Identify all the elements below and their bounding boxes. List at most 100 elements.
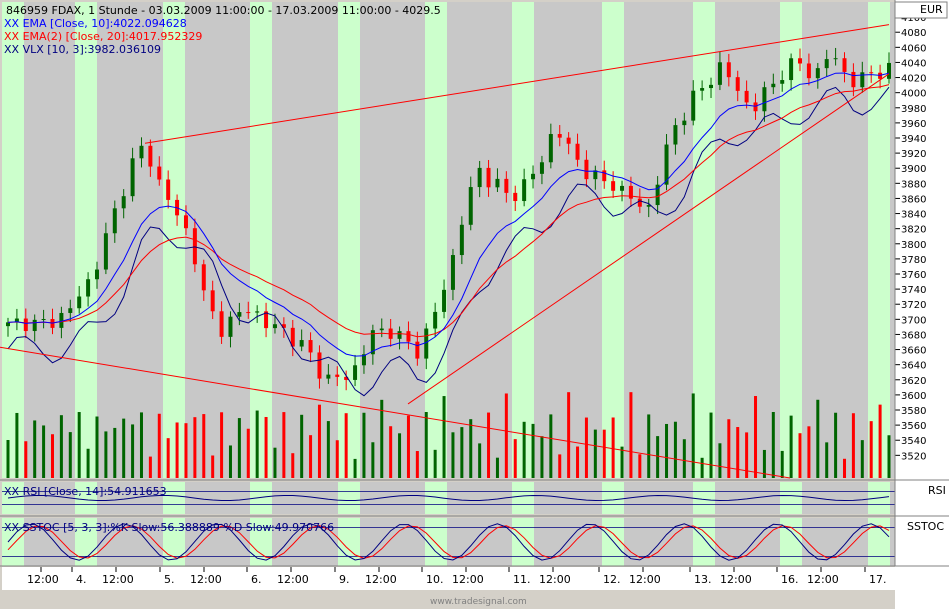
volume-bar	[95, 416, 99, 478]
session-band	[163, 2, 185, 478]
volume-bar	[656, 436, 660, 478]
session-band	[75, 518, 97, 566]
x-tick-label: 11.	[513, 573, 531, 586]
candle-body	[753, 102, 758, 112]
candle-body	[851, 71, 856, 88]
candle-body	[344, 376, 349, 380]
volume-bar	[816, 399, 820, 478]
candle-body	[157, 166, 162, 180]
panel-bg-2	[2, 518, 895, 566]
session-band	[602, 482, 624, 514]
session-band	[2, 482, 24, 514]
candle-body	[504, 178, 509, 193]
candle-body	[522, 179, 527, 202]
volume-bar	[246, 428, 250, 478]
candle-body	[210, 290, 215, 312]
candle-body	[593, 170, 598, 180]
candle-body	[59, 312, 64, 328]
y-tick-label: 3700	[901, 315, 926, 326]
volume-bar	[807, 426, 811, 478]
volume-bar	[691, 393, 695, 478]
session-band	[693, 2, 715, 478]
x-tick-label: 17.	[869, 573, 887, 586]
volume-bar	[68, 432, 72, 478]
candle-body	[709, 84, 714, 89]
legend-ema20[interactable]: XX EMA(2) [Close, 20]:4017.952329	[4, 30, 202, 43]
volume-bar	[513, 439, 517, 478]
sstoc-legend[interactable]: XX SSTOC [5, 3, 3]:%K Slow:56.388889 %D …	[4, 521, 334, 534]
candle-body	[86, 279, 91, 297]
candle-body	[219, 311, 224, 337]
candle-body	[628, 185, 633, 199]
sstoc-axis-label: SSTOC	[907, 520, 944, 533]
candle-body	[112, 208, 117, 234]
volume-bar	[887, 435, 891, 478]
session-band	[512, 2, 534, 478]
volume-bar	[139, 412, 143, 478]
y-tick-label: 4020	[901, 74, 926, 85]
candle-body	[717, 62, 722, 85]
volume-bar	[522, 421, 526, 478]
candle-body	[477, 167, 482, 188]
candle-body	[103, 233, 108, 270]
candle-body	[406, 331, 411, 342]
session-band	[868, 518, 890, 566]
y-tick-label: 3760	[901, 270, 926, 281]
volume-bar	[834, 412, 838, 478]
y-tick-label: 4100	[901, 13, 926, 24]
candle-body	[379, 328, 384, 331]
volume-bar	[255, 410, 259, 478]
volume-bar	[745, 432, 749, 478]
volume-bar	[558, 454, 562, 478]
volume-bar	[42, 425, 46, 478]
volume-bar	[202, 414, 206, 478]
volume-bar	[665, 423, 669, 478]
candle-body	[646, 205, 651, 207]
candle-body	[68, 308, 73, 313]
candle-body	[887, 62, 891, 79]
volume-bar	[531, 423, 535, 478]
y-tick-label: 4040	[901, 58, 926, 69]
volume-bar	[326, 421, 330, 478]
x-tick-label: 12:00	[365, 573, 397, 586]
y-tick-label: 3620	[901, 376, 926, 387]
volume-bar	[736, 427, 740, 478]
volume-bar	[317, 404, 321, 478]
legend-vlx[interactable]: XX VLX [10, 3]:3982.036109	[4, 43, 161, 56]
volume-bar	[549, 414, 553, 478]
volume-bar	[825, 442, 829, 478]
candle-body	[637, 198, 642, 207]
volume-bar	[211, 455, 215, 478]
candle-body	[317, 352, 322, 379]
candle-body	[308, 340, 313, 353]
candle-body	[361, 354, 366, 366]
volume-bar	[24, 441, 28, 478]
volume-bar	[567, 392, 571, 478]
chart-title: 846959 FDAX, 1 Stunde - 03.03.2009 11:00…	[6, 4, 441, 17]
y-tick-label: 3880	[901, 179, 926, 190]
rsi-legend[interactable]: XX RSI [Close, 14]:54.911653	[4, 485, 167, 498]
x-tick-label: 12:00	[277, 573, 309, 586]
volume-bar	[602, 429, 606, 478]
volume-bar	[487, 412, 491, 478]
candle-body	[459, 224, 464, 256]
volume-bar	[344, 413, 348, 478]
volume-bar	[878, 404, 882, 478]
session-band	[693, 482, 715, 514]
volume-bar	[77, 412, 81, 478]
legend-ema10[interactable]: XX EMA [Close, 10]:4022.094628	[4, 17, 187, 30]
volume-bar	[398, 433, 402, 478]
candle-body	[726, 62, 731, 78]
session-band	[512, 518, 534, 566]
y-tick-label: 3740	[901, 285, 926, 296]
volume-bar	[771, 412, 775, 478]
candle-body	[6, 322, 10, 327]
candle-body	[450, 255, 455, 290]
volume-bar	[184, 423, 188, 478]
volume-bar	[727, 419, 731, 478]
vlx-line	[7, 86, 890, 397]
y-tick-label: 3540	[901, 436, 926, 447]
candle-body	[602, 170, 607, 182]
ema20-line	[7, 84, 890, 338]
